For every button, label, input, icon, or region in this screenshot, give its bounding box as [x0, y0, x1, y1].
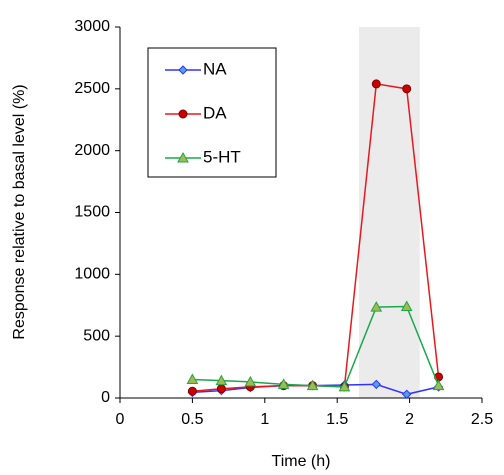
- marker: [306, 379, 319, 391]
- y-tick-label: 1000: [74, 266, 110, 283]
- marker: [402, 84, 412, 94]
- marker: [277, 378, 290, 389]
- legend-label: 5-HT: [203, 147, 241, 166]
- marker: [178, 109, 188, 119]
- x-axis-label: Time (h): [272, 453, 331, 470]
- marker: [177, 151, 189, 163]
- y-tick-label: 2000: [74, 142, 110, 159]
- marker: [432, 379, 445, 391]
- marker: [371, 79, 381, 89]
- y-tick-label: 1500: [74, 204, 110, 221]
- marker: [178, 65, 188, 75]
- legend-label: NA: [203, 59, 227, 78]
- y-axis-label: Response relative to basal level (%): [11, 84, 28, 339]
- marker: [338, 380, 351, 392]
- y-tick-label: 500: [83, 327, 110, 344]
- x-tick-label: 1: [260, 411, 269, 428]
- x-tick-label: 2: [405, 411, 414, 428]
- x-tick-label: 1.5: [326, 411, 348, 428]
- y-tick-label: 3000: [74, 18, 110, 35]
- marker: [216, 384, 226, 394]
- marker: [244, 375, 257, 387]
- x-tick-label: 2.5: [471, 411, 493, 428]
- marker: [187, 386, 197, 396]
- y-tick-label: 2500: [74, 80, 110, 97]
- marker: [400, 300, 413, 311]
- marker: [370, 301, 383, 312]
- marker: [401, 389, 412, 399]
- shaded-region: [358, 27, 420, 398]
- marker: [186, 373, 199, 384]
- x-tick-label: 0.5: [181, 411, 203, 428]
- marker: [215, 374, 228, 386]
- legend-label: DA: [203, 103, 227, 122]
- x-tick-label: 0: [116, 411, 125, 428]
- marker: [371, 379, 382, 390]
- y-tick-label: 0: [101, 389, 110, 406]
